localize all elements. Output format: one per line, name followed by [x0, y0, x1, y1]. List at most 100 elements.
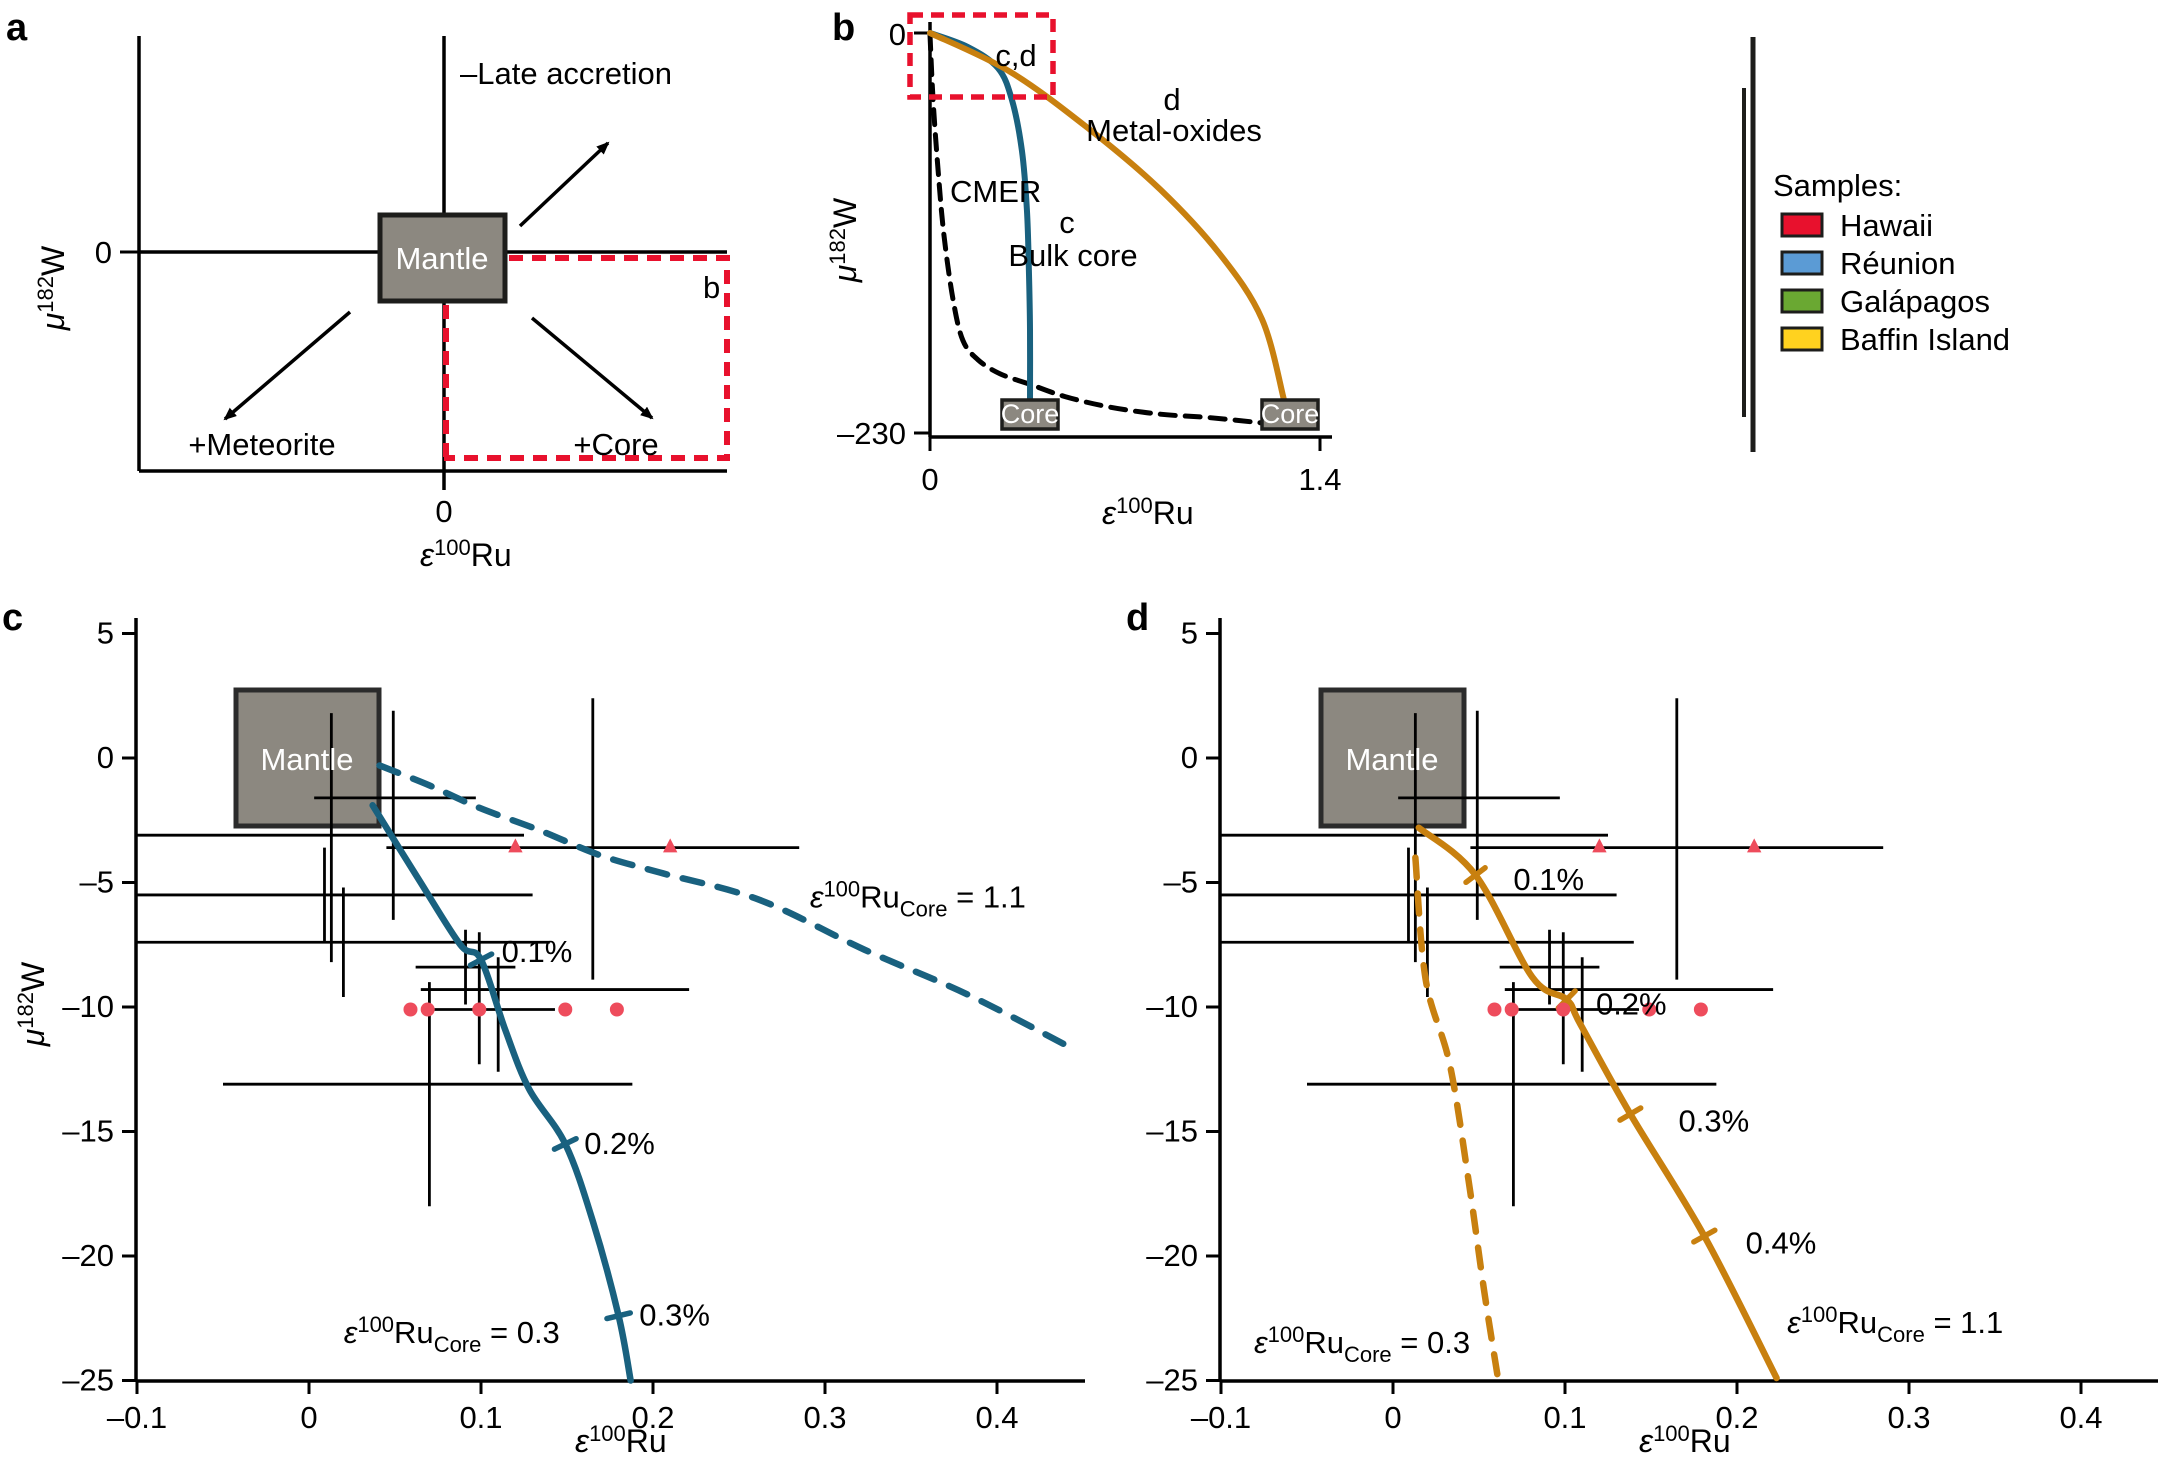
legend-label-hawaii: Hawaii [1840, 208, 1933, 243]
galapagos-swatch [1780, 288, 1824, 314]
c-x-ticks: –0.1 0 0.1 0.2 0.3 0.4 [107, 1381, 1019, 1435]
d-curves [1412, 824, 1780, 1382]
d-growth-label: 0.3% [1679, 1104, 1750, 1139]
d-literature-dot [1693, 1002, 1708, 1017]
c-literature-dot [609, 1002, 624, 1017]
d-y-tick-label: 5 [1181, 616, 1198, 651]
c-curve-tick [551, 1135, 579, 1152]
d-x-tick-label: 0.3 [1887, 1400, 1930, 1435]
c-x-axis-label: ε100Ru [575, 1421, 667, 1458]
d-literature-dot [1556, 1002, 1571, 1017]
c-literature-dot [403, 1002, 418, 1017]
a-x-axis-label: ε100Ru [420, 535, 512, 573]
d-curve-tick [1463, 865, 1488, 886]
legend-label-reunion: Réunion [1840, 246, 1955, 281]
c-literature-dot [472, 1002, 487, 1017]
c-growth-label: 0.3% [639, 1298, 710, 1333]
c-mantle-box [233, 687, 382, 829]
panel-a: a 0 0 b –Late accretion +Meteorite +Core… [6, 7, 730, 573]
c-curve-tick [467, 951, 495, 969]
d-curve-labels: 0.1% 0.2% 0.3% 0.4% ε100RuCore = 1.1 ε100RuCo… [1254, 862, 2003, 1367]
d-curve-tick [1617, 1105, 1644, 1123]
c-x-tick-label: 0.1 [459, 1400, 502, 1435]
d-x-ticks: –0.1 0 0.1 0.2 0.3 0.4 [1191, 1381, 2103, 1435]
panel-d-letter: d [1126, 597, 1149, 639]
panel-d: d 5 0 –5 –10 –15 –20 –25 –0.1 0 0.1 0.2 0.3 0.4 0.1… [1126, 597, 2158, 1458]
b-metal-oxides-ref: d [1163, 82, 1180, 117]
baffin-swatch [1780, 326, 1824, 352]
panel-c-letter: c [2, 597, 23, 639]
c-curve-dashed [376, 762, 1073, 1051]
c-rucore-label-1p1: ε100RuCore = 1.1 [810, 876, 1026, 921]
b-core-box-left [1000, 398, 1060, 431]
c-error-bars [137, 698, 800, 1207]
c-x-tick-label: –0.1 [107, 1400, 167, 1435]
c-curve-labels: 0.1% 0.2% 0.3% ε100RuCore = 0.3 ε100RuCore =… [344, 876, 1026, 1357]
c-growth-label: 0.2% [584, 1126, 655, 1161]
d-x-tick-label: 0.2 [1715, 1400, 1758, 1435]
b-curves [927, 30, 1288, 426]
b-metal-oxides-label: Metal-oxides [1086, 113, 1262, 148]
d-literature-dot [1487, 1002, 1502, 1017]
a-arrow-core [530, 316, 654, 420]
d-x-axis-label: ε100Ru [1639, 1421, 1731, 1458]
d-literature-dot [1504, 1002, 1519, 1017]
a-mantle-label: Mantle [395, 241, 488, 276]
reunion-swatch [1780, 250, 1824, 276]
a-y-tick-label: 0 [95, 235, 112, 270]
c-literature-triangle [508, 838, 523, 853]
b-y-axis-label: μ182W [825, 197, 863, 283]
a-meteorite-label: +Meteorite [188, 427, 335, 462]
a-y-axis-label: μ182W [33, 245, 71, 331]
d-literature-dot [1642, 1002, 1657, 1017]
d-y-tick-label: –5 [1164, 865, 1198, 900]
d-growth-label: 0.2% [1596, 986, 1667, 1021]
c-y-tick-label: –15 [62, 1114, 114, 1149]
b-core-box-right [1260, 398, 1320, 431]
b-xtick-1p4: 1.4 [1298, 462, 1341, 497]
panel-b: b 0 –230 0 1.4 c,d CMER c Bulk core d Me… [825, 7, 1342, 531]
legend: Samples: Hawaii Réunion Galápagos Baffin… [1742, 37, 2010, 452]
d-curve-tick [1691, 1227, 1718, 1245]
legend-label-galapagos: Galápagos [1840, 284, 1990, 319]
c-literature-dot [558, 1002, 573, 1017]
d-growth-label: 0.1% [1513, 862, 1584, 897]
c-y-tick-label: 5 [97, 616, 114, 651]
b-cmer-label: CMER [950, 174, 1041, 209]
d-literature-triangle [1747, 838, 1762, 853]
a-arrow-late-accretion [518, 141, 610, 228]
c-y-ticks: 5 0 –5 –10 –15 –20 –25 [62, 616, 136, 1398]
b-inset-ref: c,d [995, 38, 1036, 73]
d-x-tick-label: 0.4 [2059, 1400, 2102, 1435]
d-error-bars [1221, 698, 1884, 1207]
legend-item-reunion: Réunion [1780, 246, 1955, 281]
c-literature-triangle [663, 838, 678, 853]
legend-item-hawaii: Hawaii [1780, 208, 1933, 243]
d-rucore-label-0p3: ε100RuCore = 0.3 [1254, 1322, 1470, 1367]
c-rucore-label-0p3: ε100RuCore = 0.3 [344, 1312, 560, 1357]
b-core-label-left: Core [1001, 399, 1060, 429]
hawaii-swatch [1780, 212, 1824, 238]
b-ytick-0: 0 [889, 17, 906, 52]
d-y-tick-label: –10 [1146, 989, 1198, 1024]
panel-b-letter: b [832, 7, 855, 49]
a-mantle-box [377, 212, 508, 304]
d-x-tick-label: 0 [1384, 1400, 1401, 1435]
b-core-label-right: Core [1261, 399, 1320, 429]
a-arrow-meteorite [223, 310, 352, 421]
c-y-tick-label: 0 [97, 740, 114, 775]
c-curves [369, 762, 1073, 1384]
c-x-tick-label: 0 [300, 1400, 317, 1435]
d-mantle-label: Mantle [1345, 742, 1438, 777]
c-y-tick-label: –25 [62, 1363, 114, 1398]
c-y-tick-label: –20 [62, 1238, 114, 1273]
panel-c: c 5 0 –5 –10 –15 –20 –25 –0.1 0 0.1 0.2 0.3 0.4 0.1… [2, 597, 1085, 1458]
a-inset-box [443, 255, 730, 461]
d-y-tick-label: 0 [1181, 740, 1198, 775]
c-x-tick-label: 0.2 [631, 1400, 674, 1435]
c-y-tick-label: –10 [62, 989, 114, 1024]
d-rucore-label-1p1: ε100RuCore = 1.1 [1787, 1302, 2003, 1347]
c-curve-tick [604, 1310, 634, 1322]
b-x-axis-label: ε100Ru [1102, 493, 1194, 531]
d-x-tick-label: 0.1 [1543, 1400, 1586, 1435]
